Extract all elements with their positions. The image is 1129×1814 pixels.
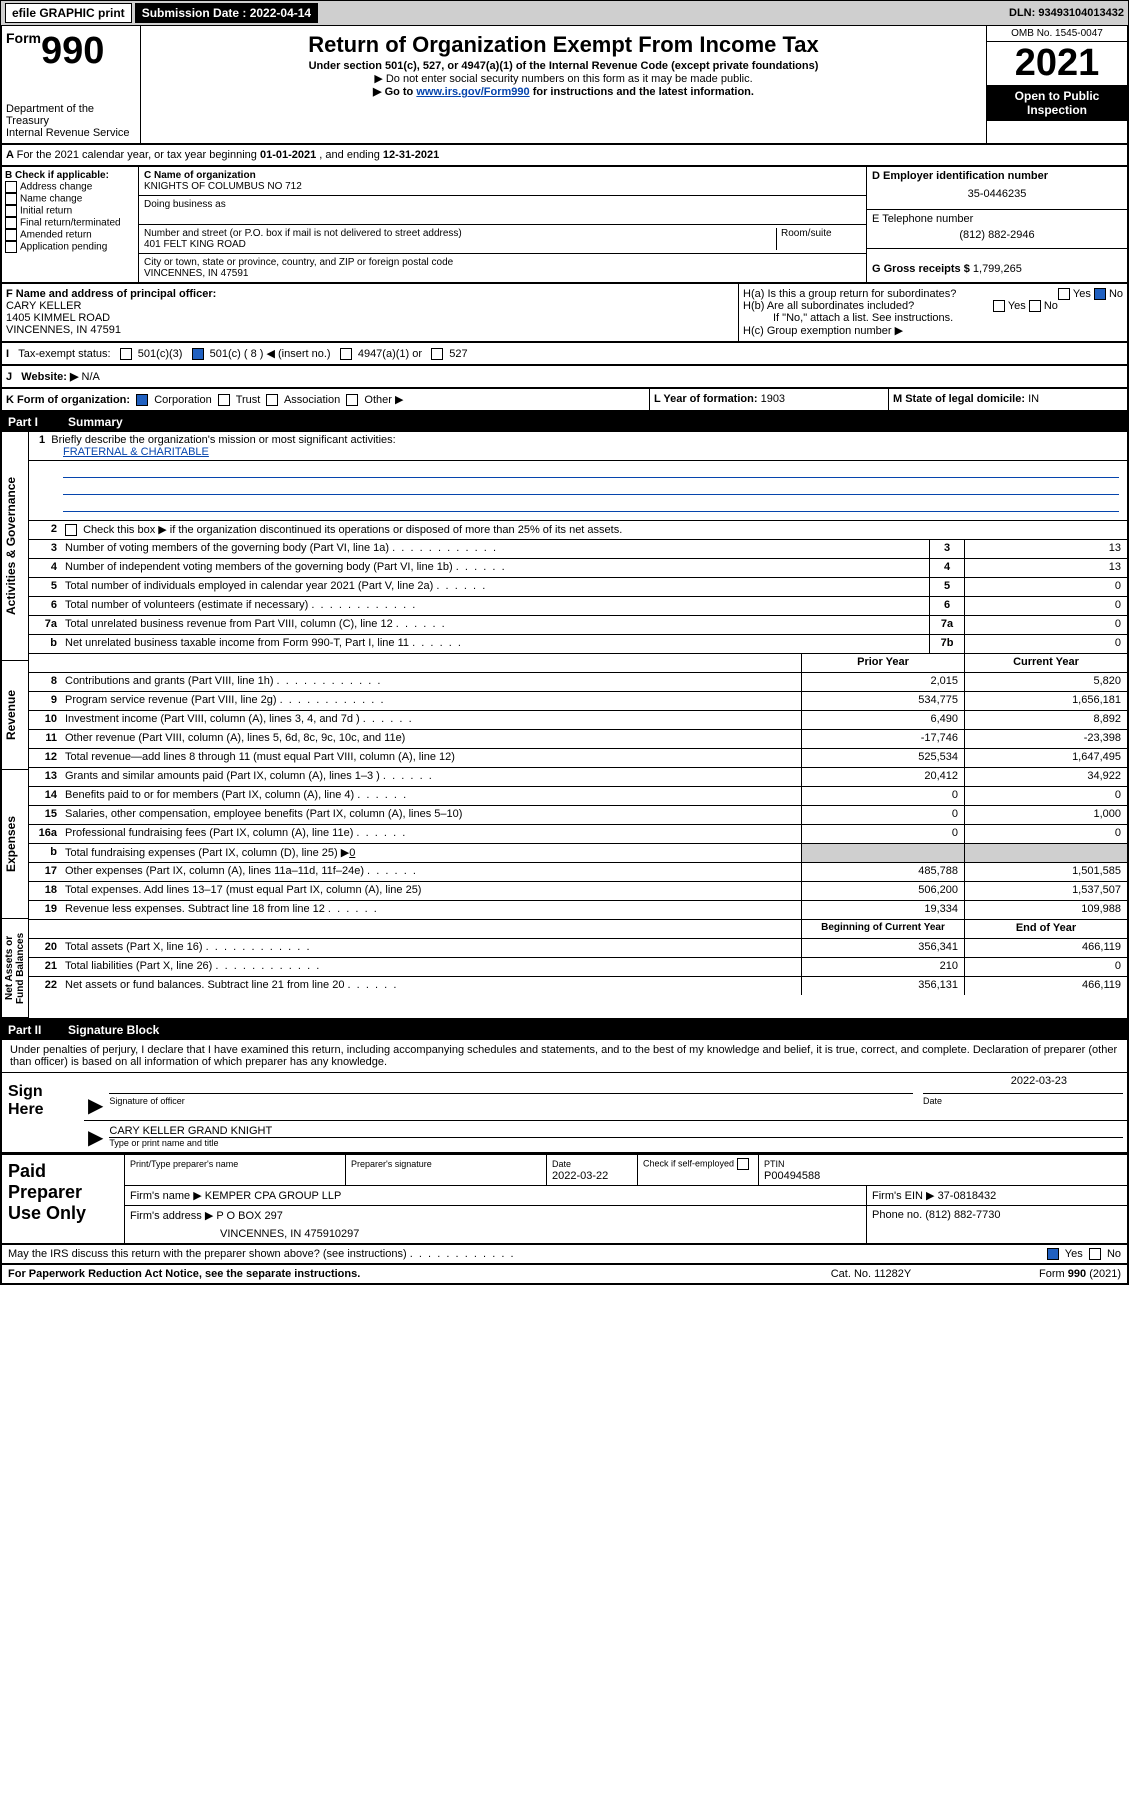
summary: Activities & Governance Revenue Expenses… xyxy=(0,432,1129,1020)
form-number: Form990 xyxy=(6,30,136,73)
irs-link[interactable]: www.irs.gov/Form990 xyxy=(416,86,529,98)
line-4: 4Number of independent voting members of… xyxy=(29,559,1127,578)
dln: DLN: 93493104013432 xyxy=(1009,7,1124,19)
omb-no: OMB No. 1545-0047 xyxy=(987,26,1127,42)
line-6: 6Total number of volunteers (estimate if… xyxy=(29,597,1127,616)
mission-blank-lines xyxy=(29,463,1127,521)
line-19: 19Revenue less expenses. Subtract line 1… xyxy=(29,901,1127,920)
sign-here-label: Sign Here xyxy=(2,1073,84,1152)
line-16b: bTotal fundraising expenses (Part IX, co… xyxy=(29,844,1127,863)
form-title: Return of Organization Exempt From Incom… xyxy=(145,32,982,58)
perjury-note: Under penalties of perjury, I declare th… xyxy=(2,1040,1127,1073)
col-b: B Check if applicable: Address change Na… xyxy=(2,167,139,282)
col-headers-1: Prior YearCurrent Year xyxy=(29,654,1127,673)
line-7b: bNet unrelated business taxable income f… xyxy=(29,635,1127,654)
form-subtitle: Under section 501(c), 527, or 4947(a)(1)… xyxy=(145,60,982,72)
discuss-row: May the IRS discuss this return with the… xyxy=(0,1245,1129,1265)
instr-link-line: ▶ Go to www.irs.gov/Form990 for instruct… xyxy=(145,85,982,98)
paid-preparer: Paid Preparer Use Only Print/Type prepar… xyxy=(0,1155,1129,1245)
line-1: 1 Briefly describe the organization's mi… xyxy=(29,432,1127,461)
vertical-tabs: Activities & Governance Revenue Expenses… xyxy=(2,432,29,1018)
line-14: 14Benefits paid to or for members (Part … xyxy=(29,787,1127,806)
col-de: D Employer identification number35-04462… xyxy=(866,167,1127,282)
line-13: 13Grants and similar amounts paid (Part … xyxy=(29,768,1127,787)
line-17: 17Other expenses (Part IX, column (A), l… xyxy=(29,863,1127,882)
line-10: 10Investment income (Part VIII, column (… xyxy=(29,711,1127,730)
sig-name-line: ▶ CARY KELLER GRAND KNIGHT Type or print… xyxy=(84,1121,1127,1152)
part-2-header: Part IISignature Block xyxy=(0,1020,1129,1040)
form-header: Form990 Department of the Treasury Inter… xyxy=(0,26,1129,145)
line-21: 21Total liabilities (Part X, line 26)210… xyxy=(29,958,1127,977)
efile-btn[interactable]: efile GRAPHIC print xyxy=(5,3,132,23)
line-12: 12Total revenue—add lines 8 through 11 (… xyxy=(29,749,1127,768)
row-i: I Tax-exempt status: 501(c)(3) 501(c) ( … xyxy=(0,343,1129,366)
line-18: 18Total expenses. Add lines 13–17 (must … xyxy=(29,882,1127,901)
col-c: C Name of organizationKNIGHTS OF COLUMBU… xyxy=(139,167,866,282)
line-11: 11Other revenue (Part VIII, column (A), … xyxy=(29,730,1127,749)
line-3: 3Number of voting members of the governi… xyxy=(29,540,1127,559)
department: Department of the Treasury Internal Reve… xyxy=(6,103,136,139)
section-bcde: B Check if applicable: Address change Na… xyxy=(0,167,1129,284)
line-7a: 7aTotal unrelated business revenue from … xyxy=(29,616,1127,635)
tax-year: 2021 xyxy=(987,42,1127,85)
sig-officer-line: 2022-03-23 ▶ Signature of officer Date xyxy=(84,1073,1127,1121)
part-1-header: Part ISummary xyxy=(0,412,1129,432)
row-klm: K Form of organization: Corporation Trus… xyxy=(0,389,1129,412)
line-22: 22Net assets or fund balances. Subtract … xyxy=(29,977,1127,995)
line-5: 5Total number of individuals employed in… xyxy=(29,578,1127,597)
submission-date: Submission Date : 2022-04-14 xyxy=(135,3,318,23)
instr-ssn: ▶ Do not enter social security numbers o… xyxy=(145,72,982,85)
top-bar: efile GRAPHIC print Submission Date : 20… xyxy=(0,0,1129,26)
open-inspection: Open to Public Inspection xyxy=(987,85,1127,121)
line-8: 8Contributions and grants (Part VIII, li… xyxy=(29,673,1127,692)
section-fh: F Name and address of principal officer:… xyxy=(0,284,1129,343)
line-15: 15Salaries, other compensation, employee… xyxy=(29,806,1127,825)
col-headers-2: Beginning of Current YearEnd of Year xyxy=(29,920,1127,939)
footer: For Paperwork Reduction Act Notice, see … xyxy=(0,1265,1129,1285)
signature-block: Under penalties of perjury, I declare th… xyxy=(0,1040,1129,1155)
line-a: A For the 2021 calendar year, or tax yea… xyxy=(0,145,1129,167)
arrow-icon: ▶ xyxy=(88,1093,109,1118)
line-2: 2 Check this box ▶ if the organization d… xyxy=(29,521,1127,540)
line-9: 9Program service revenue (Part VIII, lin… xyxy=(29,692,1127,711)
row-j: J Website: ▶ N/A xyxy=(0,366,1129,389)
line-20: 20Total assets (Part X, line 16)356,3414… xyxy=(29,939,1127,958)
arrow-icon: ▶ xyxy=(88,1125,109,1150)
line-16a: 16aProfessional fundraising fees (Part I… xyxy=(29,825,1127,844)
